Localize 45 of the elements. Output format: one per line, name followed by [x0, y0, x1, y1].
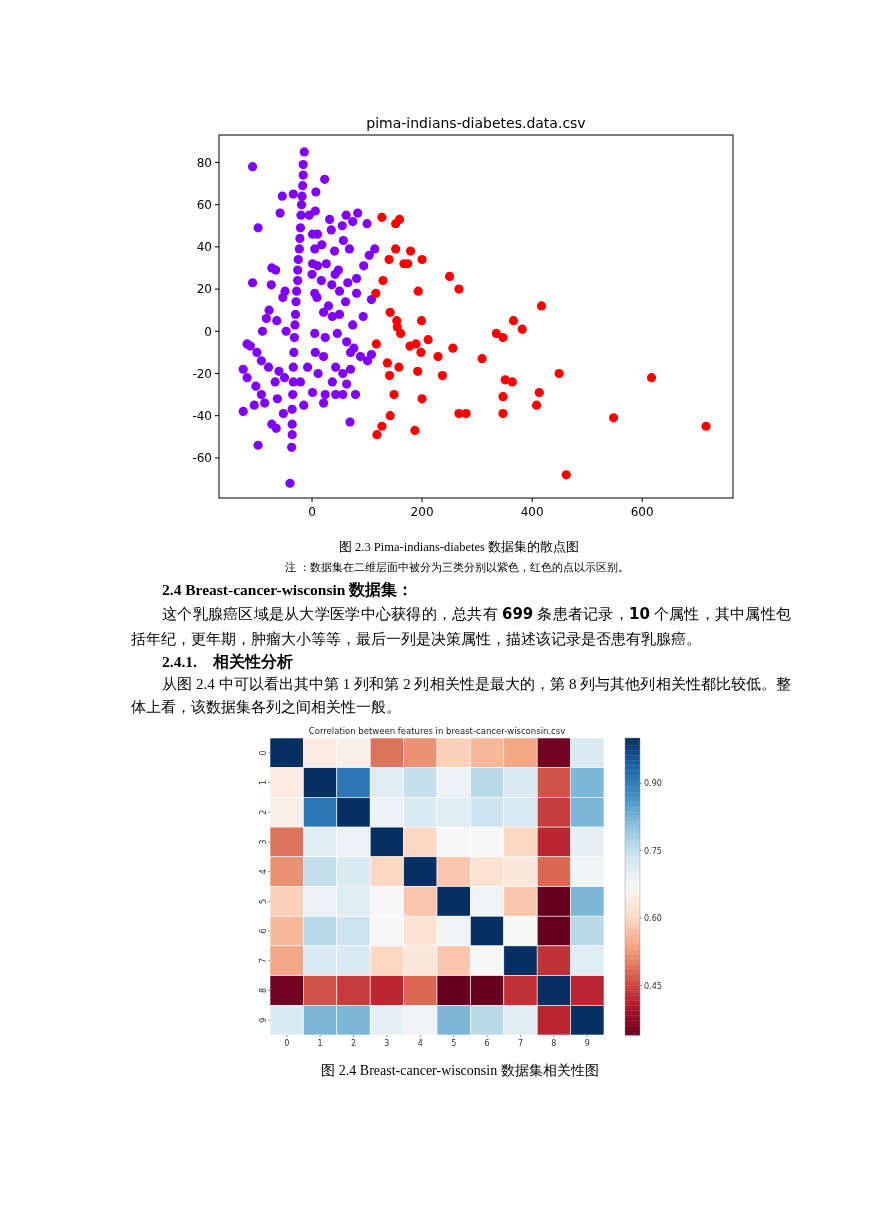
- caption: 图 2.4 Breast-cancer-wisconsin 数据集相关性图: [321, 1062, 599, 1080]
- color-bar-label: 0.60: [644, 914, 662, 923]
- y-tick-label: 9: [259, 1017, 268, 1023]
- x-tick-label: 200: [410, 505, 434, 519]
- y-tick-label: 0: [204, 324, 212, 339]
- x-tick-label: 5: [451, 1039, 457, 1048]
- x-tick-label: 0: [308, 505, 316, 519]
- text: 2.4.1. 相关性分析: [162, 652, 293, 672]
- y-tick-label: 7: [259, 958, 268, 964]
- chart-title: pima-indians-diabetes.data.csv: [366, 115, 586, 131]
- text: 从图 2.4 中可以看出其中第 1 列和第 2 列相关性是最大的，第 8 列与其他列相关性都比较低。整体上看，该数据集各列之间相关性一般。: [131, 675, 791, 717]
- text: 这个乳腺癌区域是从大学医学中心获得的，总共有 699 条患者记录，10 个属性，其中属性包括年纪，更年期，肿瘤大小等等，最后一列是决策属性，描述该记录是否患有乳腺癌。: [131, 604, 792, 649]
- x-tick-label: 8: [551, 1039, 557, 1048]
- x-tick-label: 0: [284, 1039, 290, 1048]
- x-tick-label: 4: [417, 1039, 423, 1048]
- text: 2.4 Breast-cancer-wisconsin 数据集：: [162, 580, 414, 600]
- color-bar-label: 0.75: [644, 846, 662, 856]
- y-tick-label: 20: [196, 282, 212, 297]
- x-tick-label: 3: [384, 1039, 390, 1048]
- y-tick-label: 1: [259, 780, 268, 786]
- y-tick-label: 6: [259, 928, 268, 934]
- color-bar-label: 0.90: [644, 779, 662, 788]
- y-tick-label: -60: [192, 451, 212, 466]
- y-tick-label: 5: [259, 898, 268, 904]
- y-tick-label: 60: [196, 197, 212, 212]
- x-tick-label: 600: [630, 505, 654, 519]
- y-tick-label: 0: [259, 750, 268, 756]
- x-tick-label: 1: [317, 1039, 323, 1048]
- y-tick-label: -20: [192, 366, 212, 381]
- y-tick-label: 4: [259, 869, 268, 875]
- text: 注 ：数据集在二维层面中被分为三类分别以紫色，红色的点以示区别。: [285, 561, 629, 575]
- x-tick-label: 400: [520, 505, 544, 519]
- chart-title: Correlation between features in breast-cancer-wisconsin.csv: [308, 726, 566, 736]
- x-tick-label: 2: [350, 1039, 357, 1048]
- y-tick-label: 8: [259, 987, 268, 993]
- y-tick-label: 3: [259, 839, 268, 845]
- caption: 图 2.3 Pima-indians-diabetes 数据集的散点图: [338, 539, 580, 556]
- y-tick-label: -40: [192, 408, 212, 423]
- color-bar-label: 0.45: [644, 981, 662, 991]
- x-tick-label: 7: [517, 1039, 524, 1048]
- y-tick-label: 2: [259, 809, 268, 815]
- y-tick-label: 80: [196, 155, 212, 170]
- y-tick-label: 40: [196, 240, 212, 255]
- x-tick-label: 9: [584, 1039, 590, 1048]
- x-tick-label: 6: [484, 1039, 490, 1048]
